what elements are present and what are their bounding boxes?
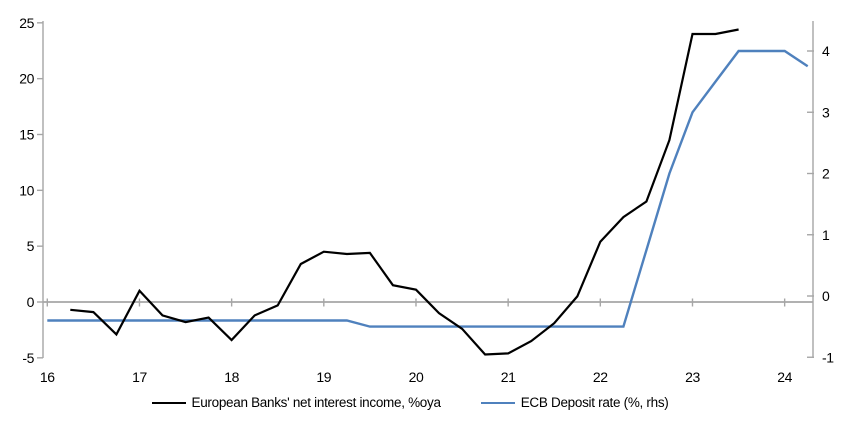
- chart-legend: European Banks' net interest income, %oy…: [0, 395, 836, 410]
- right-axis-tick-label: 4: [822, 43, 830, 59]
- legend-item-net-interest-income: European Banks' net interest income, %oy…: [151, 395, 441, 410]
- left-axis-tick-label: 25: [19, 15, 34, 31]
- x-axis-tick-label: 17: [132, 369, 147, 385]
- nii-legend-label: European Banks' net interest income, %oy…: [191, 395, 441, 410]
- x-axis-tick-label: 20: [409, 369, 424, 385]
- right-axis-tick-label: -1: [822, 349, 834, 365]
- right-axis-tick-label: 2: [822, 166, 830, 182]
- ecb-legend-label: ECB Deposit rate (%, rhs): [520, 395, 669, 410]
- left-axis-tick-label: 15: [19, 126, 34, 142]
- left-axis-tick-label: 20: [19, 71, 34, 87]
- legend-item-ecb-deposit-rate: ECB Deposit rate (%, rhs): [480, 395, 669, 410]
- x-axis-tick-label: 18: [224, 369, 239, 385]
- ecb-line-swatch: [480, 401, 515, 404]
- x-axis-tick-label: 16: [40, 369, 55, 385]
- left-axis-tick-label: 5: [27, 238, 35, 254]
- nii-line: [70, 28, 739, 356]
- left-axis-tick-label: -5: [22, 350, 34, 366]
- left-axis-tick-label: 10: [19, 182, 34, 198]
- right-axis-tick-label: 0: [822, 288, 830, 304]
- x-axis-tick-label: 22: [593, 369, 608, 385]
- x-axis-tick-label: 21: [501, 369, 516, 385]
- x-axis-tick-label: 19: [316, 369, 331, 385]
- x-axis-tick-label: 24: [777, 369, 792, 385]
- x-axis-tick-label: 23: [685, 369, 700, 385]
- left-axis-tick-label: 0: [27, 294, 35, 310]
- right-axis-tick-label: 3: [822, 104, 830, 120]
- nii-line-swatch: [151, 401, 186, 404]
- right-axis-tick-label: 1: [822, 227, 830, 243]
- ecb-deposit-rate-line: [47, 49, 809, 328]
